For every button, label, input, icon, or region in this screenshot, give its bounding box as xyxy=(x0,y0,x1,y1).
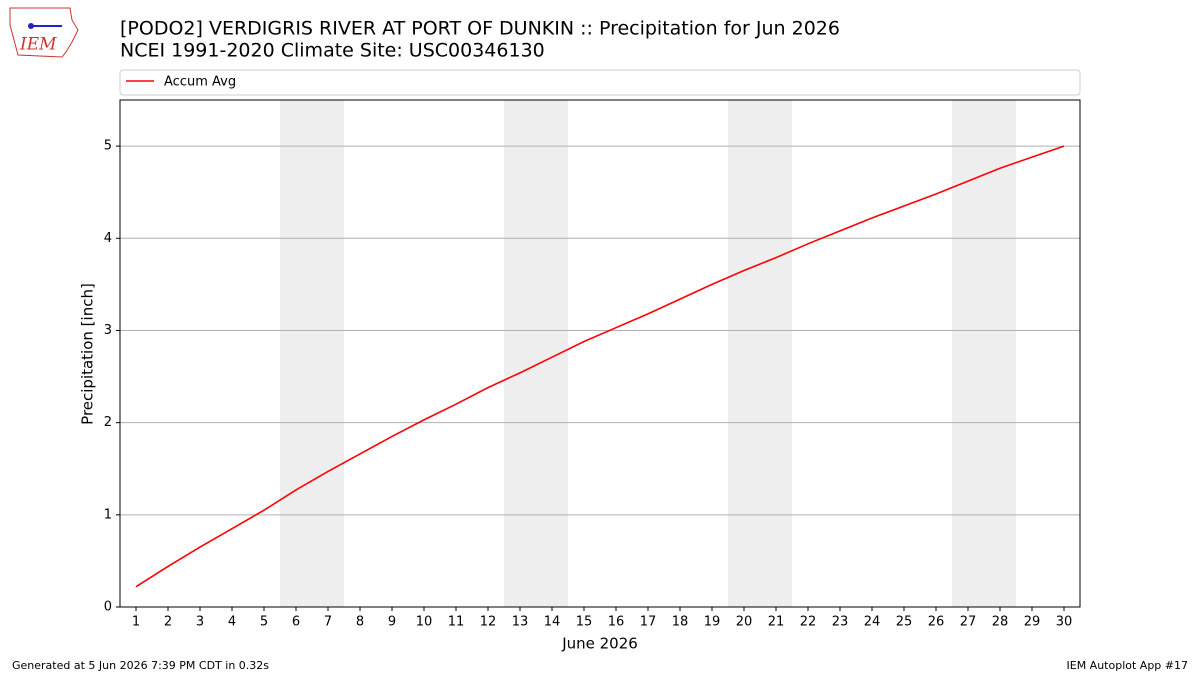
x-tick-label: 20 xyxy=(736,615,753,630)
x-tick-label: 22 xyxy=(800,615,817,630)
logo-icon xyxy=(28,23,34,29)
plot-frame xyxy=(119,99,1081,608)
x-tick-label: 1 xyxy=(132,615,140,630)
x-tick-label: 19 xyxy=(704,615,721,630)
x-tick-label: 5 xyxy=(260,615,268,630)
x-tick-label: 17 xyxy=(640,615,657,630)
footer-left: Generated at 5 Jun 2026 7:39 PM CDT in 0… xyxy=(12,659,269,672)
weekend-band xyxy=(952,100,1016,607)
x-tick-label: 11 xyxy=(448,615,465,630)
y-axis-label: Precipitation [inch] xyxy=(79,283,97,425)
data-line xyxy=(135,145,1065,588)
x-tick-label: 8 xyxy=(356,615,364,630)
x-tick-label: 21 xyxy=(768,615,785,630)
chart-subtitle: NCEI 1991-2020 Climate Site: USC00346130 xyxy=(120,40,545,62)
x-tick-label: 7 xyxy=(324,615,332,630)
x-tick-label: 28 xyxy=(992,615,1009,630)
y-tick-label: 3 xyxy=(104,323,112,338)
chart-title: [PODO2] VERDIGRIS RIVER AT PORT OF DUNKI… xyxy=(120,18,840,40)
x-tick-label: 16 xyxy=(608,615,625,630)
y-tick-label: 1 xyxy=(104,507,112,522)
x-tick-label: 30 xyxy=(1056,615,1073,630)
x-tick-label: 6 xyxy=(292,615,300,630)
x-tick-label: 26 xyxy=(928,615,945,630)
legend-label: Accum Avg xyxy=(164,75,236,90)
x-tick-label: 4 xyxy=(228,615,236,630)
x-tick-label: 27 xyxy=(960,615,977,630)
logo-text: IEM xyxy=(19,35,57,55)
x-tick-label: 10 xyxy=(416,615,433,630)
y-tick-label: 0 xyxy=(104,600,112,615)
x-tick-label: 2 xyxy=(164,615,172,630)
x-tick-label: 15 xyxy=(576,615,593,630)
logo: IEM xyxy=(9,7,79,58)
x-tick-label: 13 xyxy=(512,615,529,630)
y-tick-label: 2 xyxy=(104,415,112,430)
x-tick-label: 24 xyxy=(864,615,881,630)
weekend-band xyxy=(728,100,792,607)
x-tick-label: 23 xyxy=(832,615,849,630)
y-tick-label: 4 xyxy=(104,231,112,246)
weekend-band xyxy=(280,100,344,607)
logo-map xyxy=(9,7,79,58)
x-tick-label: 3 xyxy=(196,615,204,630)
y-tick-label: 5 xyxy=(104,139,112,154)
legend-box xyxy=(119,69,1081,96)
x-tick-label: 29 xyxy=(1024,615,1041,630)
x-tick-label: 25 xyxy=(896,615,913,630)
footer-right: IEM Autoplot App #17 xyxy=(1067,659,1189,672)
x-tick-label: 18 xyxy=(672,615,689,630)
x-tick-label: 14 xyxy=(544,615,561,630)
x-tick-label: 12 xyxy=(480,615,497,630)
x-tick-label: 9 xyxy=(388,615,396,630)
weekend-band xyxy=(504,100,568,607)
x-axis-label: June 2026 xyxy=(561,635,638,653)
